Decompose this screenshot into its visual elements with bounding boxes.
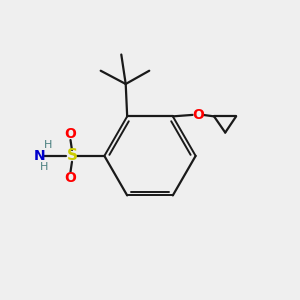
Text: O: O xyxy=(64,127,76,140)
Text: S: S xyxy=(67,148,77,164)
Text: O: O xyxy=(64,171,76,185)
Text: H: H xyxy=(44,140,52,150)
Text: O: O xyxy=(192,108,204,122)
Text: N: N xyxy=(34,149,45,163)
Text: H: H xyxy=(40,162,48,172)
